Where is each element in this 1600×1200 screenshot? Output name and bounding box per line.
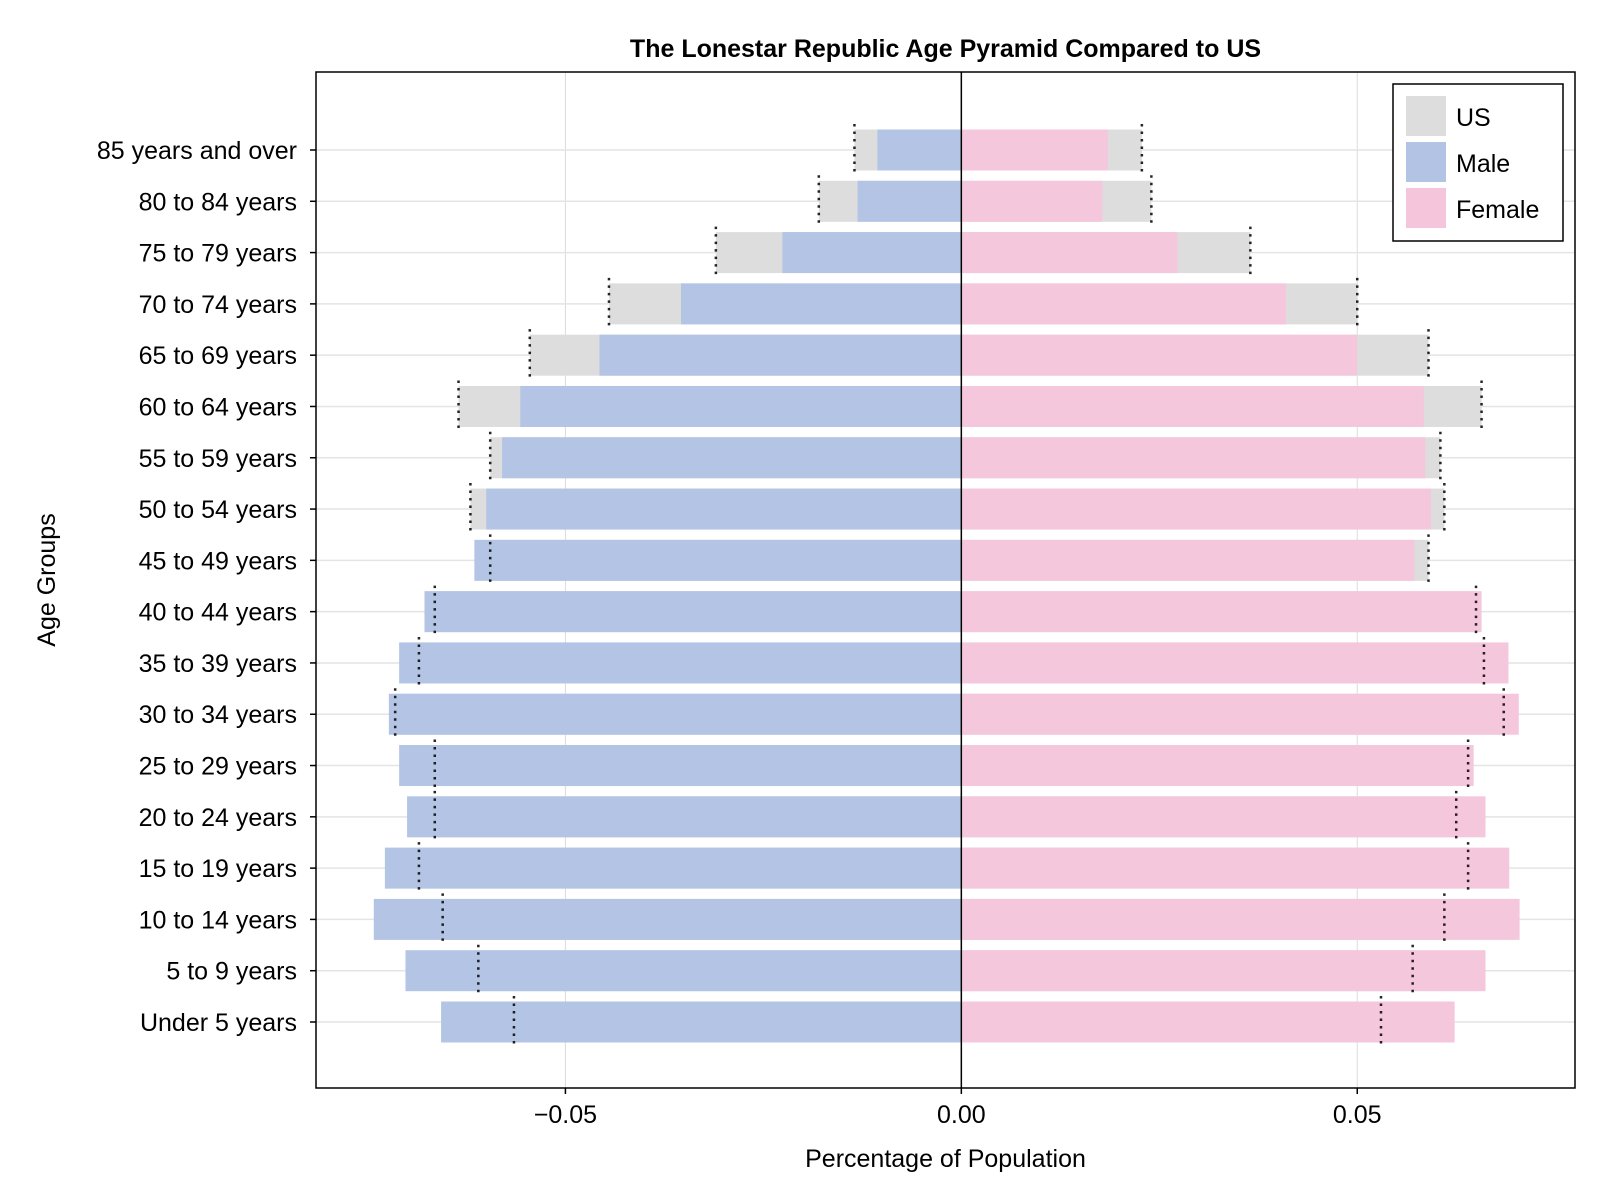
plot-frame — [315, 71, 1576, 1089]
male-bar — [399, 642, 962, 684]
female-bar — [961, 950, 1486, 992]
female-bar — [961, 232, 1178, 274]
y-tick-label: 5 to 9 years — [166, 958, 297, 986]
x-axis-title: Percentage of Population — [805, 1145, 1086, 1173]
y-tick-label: Under 5 years — [140, 1009, 297, 1037]
male-bar — [502, 437, 962, 479]
legend-swatch-us — [1406, 96, 1446, 136]
y-axis-title: Age Groups — [33, 513, 61, 646]
male-bar — [599, 334, 962, 376]
female-bar — [961, 180, 1103, 222]
female-bar — [961, 539, 1415, 581]
legend-swatch-female — [1406, 188, 1446, 228]
legend-swatch-male — [1406, 142, 1446, 182]
female-bar — [961, 1001, 1455, 1043]
y-tick-label: 65 to 69 years — [139, 342, 297, 370]
legend-label-female: Female — [1456, 196, 1539, 224]
us-marker-lines — [393, 124, 1505, 1044]
y-tick-label: 35 to 39 years — [139, 650, 297, 678]
female-bar — [961, 898, 1520, 940]
male-bar — [520, 385, 962, 427]
y-tick-label: 70 to 74 years — [139, 291, 297, 319]
y-tick-label: 20 to 24 years — [139, 804, 297, 832]
x-tick-label: 0.05 — [1333, 1101, 1382, 1129]
male-bar — [388, 693, 962, 735]
y-tick-label: 80 to 84 years — [139, 188, 297, 216]
female-bar — [961, 745, 1474, 787]
legend-label-male: Male — [1456, 150, 1510, 178]
population-bars — [373, 129, 1520, 1043]
male-bar — [681, 283, 962, 325]
y-tick-label: 40 to 44 years — [139, 599, 297, 627]
male-bar — [399, 745, 962, 787]
male-bar — [424, 591, 962, 633]
y-tick-label: 25 to 29 years — [139, 753, 297, 781]
male-bar — [384, 847, 962, 889]
y-tick-label: 15 to 19 years — [139, 855, 297, 883]
male-bar — [486, 488, 962, 530]
male-bar — [857, 180, 962, 222]
female-bar — [961, 847, 1510, 889]
male-bar — [373, 898, 962, 940]
y-tick-label: 75 to 79 years — [139, 240, 297, 268]
male-bar — [474, 539, 962, 581]
female-bar — [961, 693, 1519, 735]
female-bar — [961, 385, 1424, 427]
x-tick-label: −0.05 — [534, 1101, 597, 1129]
male-bar — [877, 129, 962, 171]
legend: US Male Female — [1392, 83, 1564, 242]
x-tick-label: 0.00 — [937, 1101, 986, 1129]
female-bar — [961, 591, 1482, 633]
male-bar — [782, 232, 962, 274]
legend-label-us: US — [1456, 104, 1491, 132]
male-bar — [405, 950, 962, 992]
y-tick-label: 55 to 59 years — [139, 445, 297, 473]
y-tick-label: 60 to 64 years — [139, 393, 297, 421]
y-tick-label: 10 to 14 years — [139, 906, 297, 934]
female-bar — [961, 437, 1426, 479]
y-tick-label: 45 to 49 years — [139, 547, 297, 575]
female-bar — [961, 796, 1486, 838]
y-tick-label: 30 to 34 years — [139, 701, 297, 729]
y-tick-label: 85 years and over — [97, 137, 297, 165]
x-axis: −0.05 0.00 0.05 — [534, 1088, 1382, 1129]
female-bar — [961, 642, 1509, 684]
y-axis: Under 5 years 5 to 9 years 10 to 14 years 1… — [97, 137, 316, 1037]
female-bar — [961, 129, 1108, 171]
female-bar — [961, 488, 1431, 530]
female-bar — [961, 283, 1286, 325]
male-bar — [441, 1001, 962, 1043]
chart-title: The Lonestar Republic Age Pyramid Compar… — [630, 35, 1261, 63]
female-bar — [961, 334, 1358, 376]
male-bar — [407, 796, 962, 838]
y-tick-label: 50 to 54 years — [139, 496, 297, 524]
